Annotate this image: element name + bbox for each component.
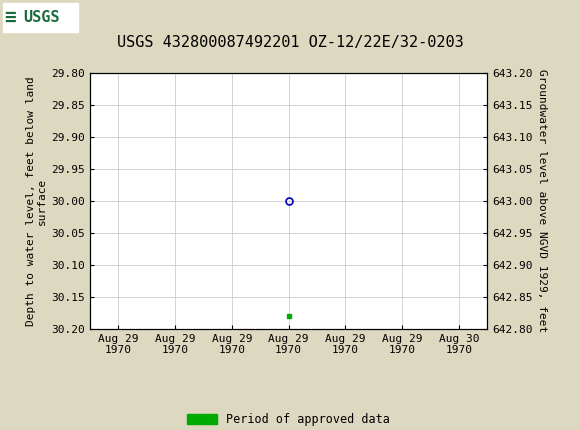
Y-axis label: Groundwater level above NGVD 1929, feet: Groundwater level above NGVD 1929, feet	[536, 69, 547, 333]
Legend: Period of approved data: Period of approved data	[183, 408, 394, 430]
Text: USGS: USGS	[23, 10, 60, 25]
Text: ≡: ≡	[5, 8, 16, 27]
Text: USGS 432800087492201 OZ-12/22E/32-0203: USGS 432800087492201 OZ-12/22E/32-0203	[117, 36, 463, 50]
Y-axis label: Depth to water level, feet below land
surface: Depth to water level, feet below land su…	[26, 76, 47, 326]
FancyBboxPatch shape	[3, 3, 78, 32]
